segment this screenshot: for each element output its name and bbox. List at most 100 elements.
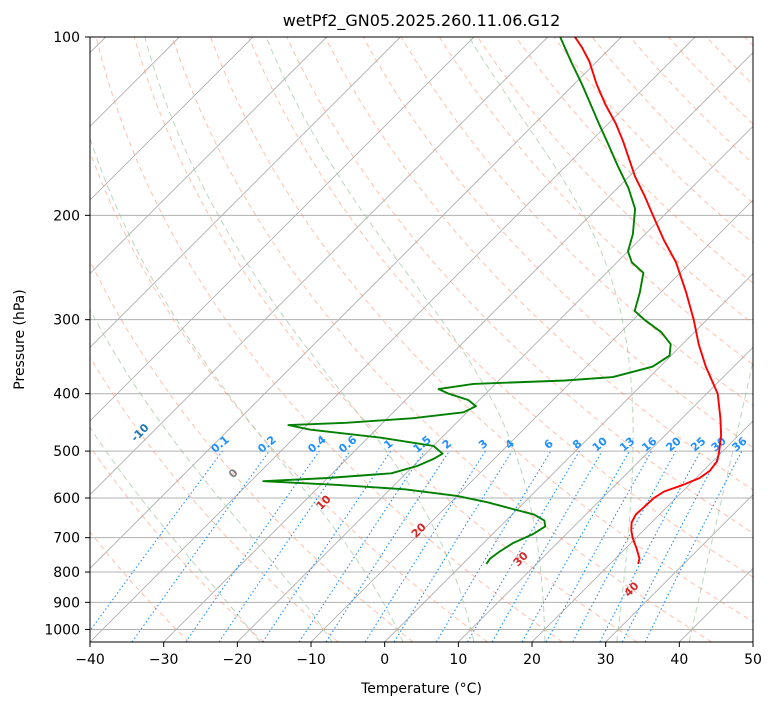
- mixing-ratio-label: 0.6: [336, 433, 360, 456]
- mixing-ratio-label: 0.1: [209, 433, 232, 455]
- dry-adiabat: [90, 356, 339, 642]
- dry-adiabat-label: 30: [511, 549, 531, 569]
- y-tick-label: 100: [53, 30, 80, 46]
- dry-adiabat-label: -10: [128, 421, 151, 444]
- dry-adiabat-label: 0: [226, 466, 241, 481]
- dry-adiabat: [438, 37, 753, 366]
- mixing-ratio-line: [435, 450, 552, 642]
- mixing-ratio-line: [364, 450, 486, 642]
- mixing-ratio-label: 2: [440, 437, 454, 452]
- skewed-isotherm: [90, 37, 254, 201]
- dry-adiabat-label: 40: [622, 579, 642, 599]
- y-tick-label: 400: [53, 387, 80, 403]
- mixing-ratio-line: [599, 450, 701, 642]
- axis-ticks: −40 −30 −20 −10 0 10 20 30 40 5010020030040050060…: [44, 30, 762, 668]
- x-tick-label: 30: [597, 652, 615, 668]
- dry-adiabat: [286, 37, 753, 534]
- skewed-isotherm: [163, 52, 753, 642]
- x-tick-label: −30: [149, 652, 179, 668]
- x-tick-label: −10: [296, 652, 326, 668]
- skewed-isotherm: [531, 420, 753, 642]
- x-tick-label: 0: [380, 652, 389, 668]
- x-axis-label: Temperature (°C): [360, 681, 482, 697]
- mixing-ratio-line: [325, 450, 450, 642]
- moist-adiabat: [265, 37, 546, 642]
- dewpoint-profile: [262, 37, 672, 565]
- dry-adiabat: [591, 37, 753, 204]
- skewed-isotherm: [458, 346, 753, 642]
- dry-adiabat: [95, 37, 563, 642]
- line-labels: 0.10.20.40.611.52346810131620253036-100-…: [128, 421, 749, 600]
- mixing-ratio-line: [262, 450, 392, 642]
- dry-adiabat: [133, 37, 638, 642]
- y-tick-label: 300: [53, 313, 80, 329]
- temperature-profile: [574, 37, 723, 565]
- moist-adiabat: [144, 37, 475, 642]
- dry-adiabat: [171, 37, 712, 642]
- profile-lines: [262, 37, 723, 565]
- chart-title: wetPf2_GN05.2025.260.11.06.G12: [283, 11, 561, 31]
- y-tick-label: 1000: [44, 622, 80, 638]
- y-tick-label: 700: [53, 531, 80, 547]
- skewed-isotherm: [679, 567, 753, 642]
- dry-adiabat: [90, 531, 190, 642]
- moist-adiabat: [90, 426, 261, 642]
- skewed-isotherm: [90, 37, 622, 569]
- x-tick-label: 40: [670, 652, 688, 668]
- skewed-isotherm: [90, 37, 475, 422]
- moist-adiabat: [90, 308, 333, 642]
- mixing-ratio-line: [644, 450, 743, 642]
- mixing-ratio-label: 0.2: [255, 433, 278, 455]
- dry-adiabat: [400, 37, 753, 407]
- y-tick-label: 600: [53, 491, 80, 507]
- mixing-ratio-line: [131, 450, 270, 642]
- dry-adiabat: [90, 445, 264, 642]
- moist-adiabat: [688, 358, 753, 642]
- y-tick-label: 900: [53, 595, 80, 611]
- y-tick-label: 200: [53, 208, 80, 224]
- skewed-isotherm: [605, 494, 753, 642]
- dry-adiabat: [744, 37, 753, 47]
- y-tick-label: 800: [53, 565, 80, 581]
- mixing-ratio-line: [393, 450, 513, 642]
- x-tick-label: 10: [449, 652, 467, 668]
- mixing-ratio-label: 8: [570, 437, 584, 452]
- dry-adiabat: [553, 37, 753, 244]
- mixing-ratio-line: [185, 450, 320, 642]
- dry-adiabat: [248, 37, 753, 578]
- skewed-isotherm: [752, 641, 753, 642]
- moist-adiabat: [468, 37, 634, 642]
- dry-adiabat: [706, 37, 753, 86]
- mixing-ratio-line: [90, 450, 223, 632]
- x-tick-label: 20: [523, 652, 541, 668]
- skewed-isotherm: [90, 37, 548, 496]
- mixing-ratio-label: 0.4: [305, 433, 329, 456]
- mixing-ratio-line: [545, 450, 653, 642]
- skewed-isotherm: [90, 37, 401, 348]
- x-tick-label: −40: [75, 652, 105, 668]
- plot-frame: [89, 36, 754, 643]
- mixing-ratio-label: 3: [476, 437, 490, 452]
- mixing-ratio-line: [218, 450, 351, 642]
- dry-adiabat: [515, 37, 753, 284]
- mixing-ratio-line: [298, 450, 425, 642]
- dry-adiabat: [210, 37, 753, 623]
- moist-adiabat: [90, 136, 404, 642]
- dry-adiabat: [90, 150, 488, 642]
- mixing-ratio-line: [572, 450, 677, 642]
- background-lines: [90, 37, 753, 642]
- mixing-ratio-line: [521, 450, 630, 642]
- x-tick-label: 50: [744, 652, 762, 668]
- mixing-ratio-label: 6: [542, 437, 556, 452]
- y-tick-label: 500: [53, 444, 80, 460]
- skewed-isotherm: [90, 37, 327, 275]
- skewed-isotherm: [237, 125, 753, 642]
- skewed-isotherm: [310, 199, 753, 642]
- skewed-isotherm: [384, 273, 753, 642]
- dry-adiabat: [90, 259, 414, 642]
- x-tick-label: −20: [223, 652, 253, 668]
- y-axis-label: Pressure (hPa): [12, 289, 28, 389]
- dry-adiabat: [668, 37, 753, 125]
- skewed-isotherm: [90, 37, 696, 642]
